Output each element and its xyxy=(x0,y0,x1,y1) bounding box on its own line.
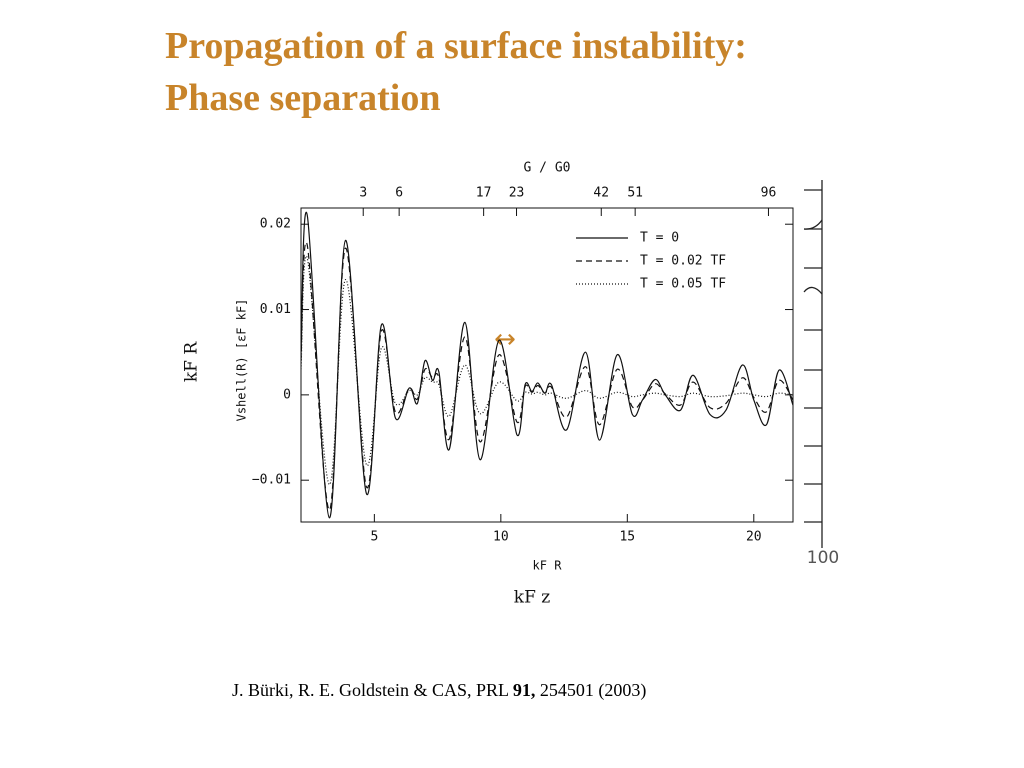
y-axis-label: Vshell(R) [εF kF] xyxy=(235,299,249,422)
x-tick-label: 10 xyxy=(493,530,509,545)
citation: J. Bürki, R. E. Goldstein & CAS, PRL 91,… xyxy=(232,680,646,701)
top-tick-label: 17 xyxy=(476,186,492,201)
bg-y-label: kF R xyxy=(182,341,202,383)
bg-x-label: kF z xyxy=(514,588,551,608)
y-tick-label: −0.01 xyxy=(252,473,291,488)
series-line xyxy=(301,255,793,486)
background-figure xyxy=(803,180,823,548)
title-line: Phase separation xyxy=(165,77,441,119)
top-tick-label: 96 xyxy=(761,186,777,201)
y-tick-label: 0.02 xyxy=(260,217,291,232)
legend-label: T = 0.05 TF xyxy=(640,277,726,292)
y-tick-label: 0.01 xyxy=(260,302,291,317)
x-axis-label: kF R xyxy=(533,559,563,573)
series-line xyxy=(301,241,793,511)
citation-rest: 254501 (2003) xyxy=(539,680,647,700)
series-line xyxy=(301,211,793,519)
legend-label: T = 0.02 TF xyxy=(640,254,726,269)
plot-frame xyxy=(300,207,794,523)
top-axis-label: G / G0 xyxy=(524,161,571,176)
bg-curve xyxy=(803,286,823,295)
citation-authors: J. Bürki, R. E. Goldstein & CAS, PRL xyxy=(232,680,509,700)
x-tick-label: 5 xyxy=(370,530,378,545)
x-tick-label: 20 xyxy=(746,530,762,545)
annotation-arrow: ↔ xyxy=(494,325,516,355)
slide-title: Propagation of a surface instability: Ph… xyxy=(165,20,747,124)
bg-curve xyxy=(803,219,823,230)
legend-label: T = 0 xyxy=(640,231,679,246)
top-tick-label: 51 xyxy=(627,186,643,201)
title-line: Propagation of a surface instability: xyxy=(165,25,747,67)
y-tick-label: 0 xyxy=(283,387,291,402)
top-tick-label: 23 xyxy=(509,186,525,201)
chart: 100 kF R kF z Vshell(R) [εF kF] kF R G /… xyxy=(182,161,840,608)
citation-volume: 91, xyxy=(512,680,536,700)
top-tick-label: 42 xyxy=(593,186,609,201)
top-tick-label: 3 xyxy=(359,186,367,201)
top-tick-label: 6 xyxy=(395,186,403,201)
x-tick-label: 15 xyxy=(619,530,635,545)
bg-tick-label: 100 xyxy=(807,548,839,568)
